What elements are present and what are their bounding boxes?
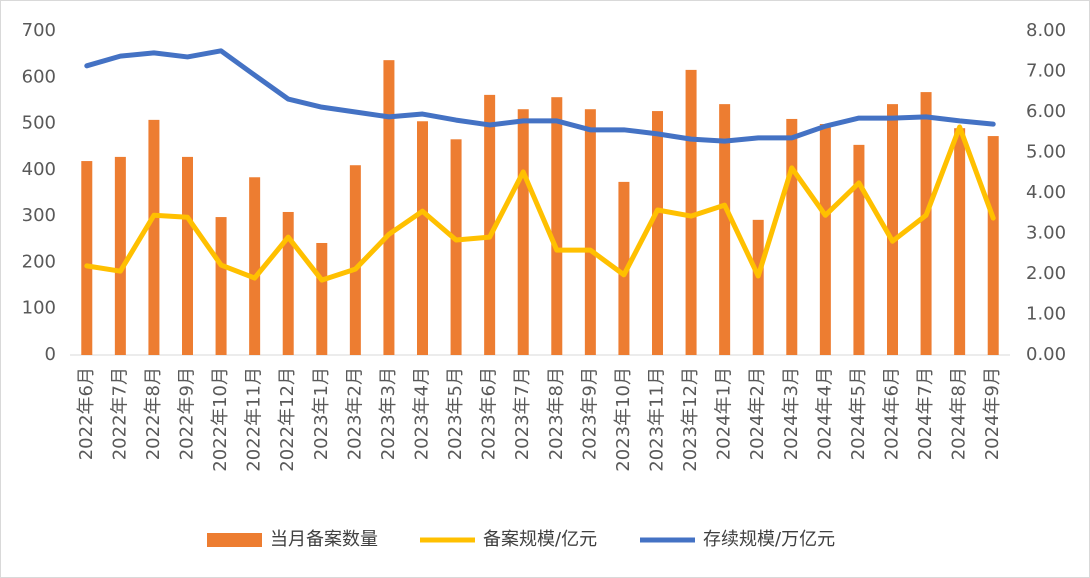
y-tick-label: 600 — [22, 66, 56, 87]
bar — [853, 144, 865, 355]
y-tick-label: 700 — [22, 20, 56, 41]
x-tick-label: 2023年12月 — [680, 367, 701, 472]
x-tick-label: 2022年6月 — [76, 367, 97, 460]
x-tick-label: 2023年4月 — [412, 367, 433, 460]
x-tick-label: 2024年2月 — [747, 367, 768, 460]
x-tick-label: 2022年12月 — [277, 367, 298, 472]
bar — [148, 119, 160, 356]
x-tick-label: 2024年1月 — [714, 367, 735, 460]
legend-text: 存续规模/万亿元 — [703, 529, 835, 550]
line — [84, 48, 996, 144]
x-tick-label: 2024年9月 — [982, 367, 1003, 460]
y2-tick-label: 2.00 — [1026, 263, 1066, 284]
bar — [215, 217, 227, 355]
x-tick-label: 2023年6月 — [479, 367, 500, 460]
y-tick-label: 400 — [22, 159, 56, 180]
bar — [887, 104, 898, 355]
x-tick-label: 2024年8月 — [949, 367, 970, 460]
bar — [450, 139, 462, 355]
x-tick-label: 2023年3月 — [378, 367, 399, 460]
legend-swatch — [207, 533, 262, 547]
legend-text: 备案规模/亿元 — [483, 529, 597, 550]
bar — [719, 104, 731, 355]
x-tick-label: 2024年5月 — [848, 367, 869, 460]
x-tick-label: 2023年1月 — [311, 367, 332, 460]
y-tick-label: 0 — [45, 344, 56, 365]
line — [84, 124, 996, 283]
x-tick-label: 2023年9月 — [579, 367, 600, 460]
y2-tick-label: 6.00 — [1026, 101, 1066, 122]
y2-tick-label: 3.00 — [1026, 223, 1066, 244]
x-tick-label: 2023年2月 — [344, 367, 365, 460]
x-tick-label: 2022年7月 — [109, 367, 130, 460]
x-tick-label: 2022年9月 — [177, 367, 198, 460]
y2-tick-label: 4.00 — [1026, 182, 1066, 203]
bar — [316, 242, 328, 355]
y2-tick-label: 8.00 — [1026, 20, 1066, 41]
x-tick-label: 2023年7月 — [512, 367, 533, 460]
y2-tick-label: 1.00 — [1026, 304, 1066, 325]
bar — [920, 92, 932, 356]
x-tick-label: 2022年8月 — [143, 367, 164, 460]
x-tick-label: 2024年6月 — [882, 367, 903, 460]
bar — [249, 177, 261, 355]
bar — [383, 60, 395, 355]
legend-text: 当月备案数量 — [270, 529, 378, 550]
bar — [618, 181, 630, 355]
bar — [819, 124, 831, 355]
x-tick-label: 2024年7月 — [915, 367, 936, 460]
y2-tick-label: 5.00 — [1026, 142, 1066, 163]
bar — [484, 94, 496, 356]
bar — [954, 128, 966, 355]
bar — [114, 156, 126, 355]
bar — [81, 161, 93, 355]
bar — [652, 111, 663, 356]
bar — [517, 109, 529, 355]
bar — [584, 109, 596, 355]
y-tick-label: 300 — [22, 205, 56, 226]
bar — [685, 69, 697, 355]
x-tick-label: 2024年4月 — [814, 367, 835, 460]
x-tick-label: 2023年10月 — [613, 367, 634, 472]
y-tick-label: 100 — [22, 298, 56, 319]
bar — [349, 165, 361, 355]
y-tick-label: 200 — [22, 251, 56, 272]
bar — [417, 121, 428, 355]
x-tick-label: 2023年11月 — [647, 367, 668, 472]
x-tick-label: 2023年5月 — [445, 367, 466, 460]
bar — [786, 118, 798, 355]
y2-tick-label: 0.00 — [1026, 344, 1066, 365]
x-tick-label: 2024年3月 — [781, 367, 802, 460]
x-tick-label: 2022年11月 — [244, 367, 265, 472]
bar — [987, 136, 999, 355]
bar — [282, 211, 294, 355]
y2-tick-label: 7.00 — [1026, 61, 1066, 82]
x-tick-label: 2022年10月 — [210, 367, 231, 472]
y-tick-label: 500 — [22, 113, 56, 134]
bar — [182, 156, 193, 355]
x-tick-label: 2023年8月 — [546, 367, 567, 460]
bar — [752, 219, 764, 355]
bar — [551, 97, 563, 355]
